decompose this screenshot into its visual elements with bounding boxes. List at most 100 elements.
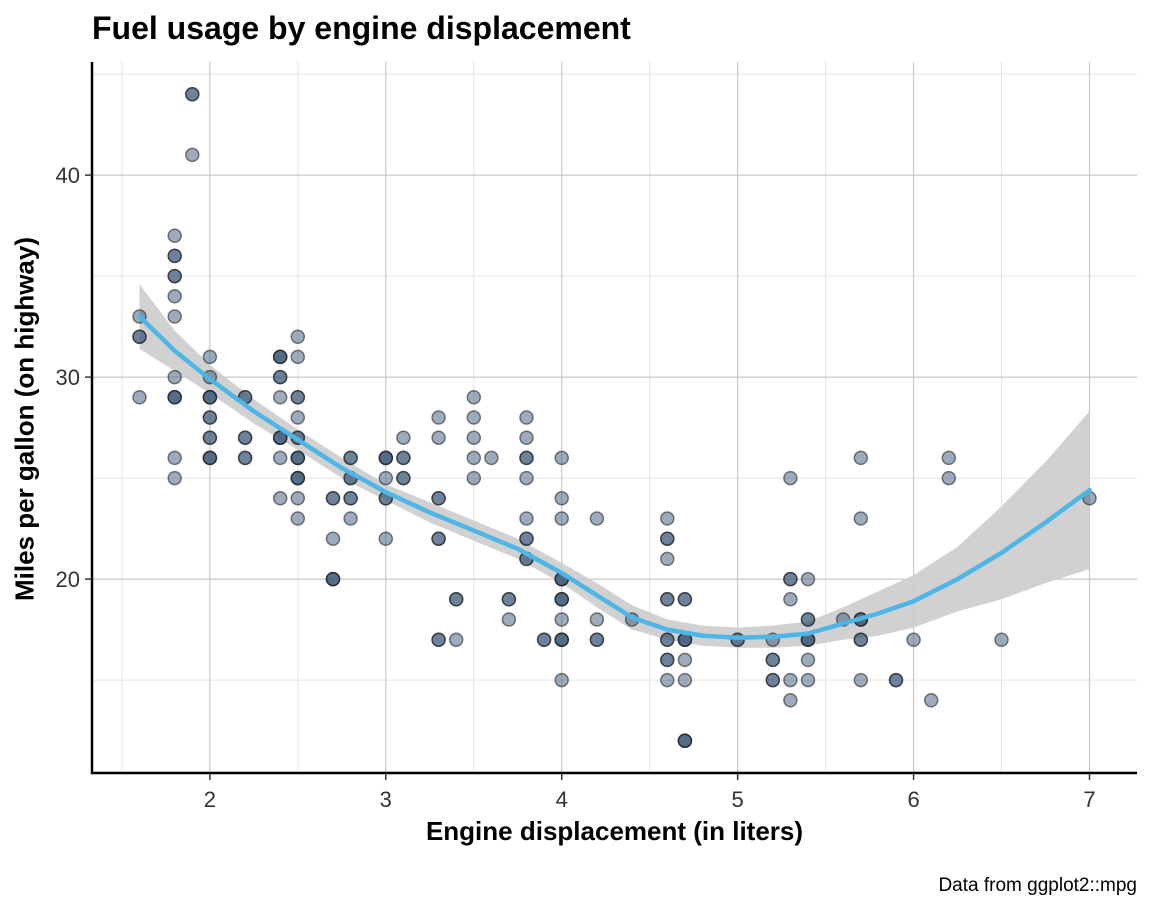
data-point <box>783 693 798 708</box>
data-point <box>466 390 482 405</box>
data-point <box>800 672 816 688</box>
data-point <box>378 470 394 486</box>
x-tick-label: 2 <box>204 787 216 812</box>
x-tick-label: 4 <box>556 787 568 812</box>
data-point <box>290 390 306 405</box>
data-point <box>589 632 605 647</box>
data-point <box>519 410 534 425</box>
data-point <box>554 672 569 688</box>
data-point <box>853 450 869 466</box>
data-point <box>167 470 182 486</box>
data-point <box>202 410 218 425</box>
data-point <box>448 592 464 607</box>
data-point <box>660 632 675 647</box>
data-point <box>888 672 904 688</box>
data-point <box>343 450 358 466</box>
data-point <box>290 470 306 486</box>
data-point <box>660 551 675 567</box>
data-point <box>396 470 411 486</box>
data-point <box>132 390 147 405</box>
data-point <box>343 511 358 526</box>
data-point <box>519 450 534 466</box>
data-point <box>167 289 182 304</box>
data-point <box>167 390 182 405</box>
x-axis-label: Engine displacement (in liters) <box>425 816 804 846</box>
data-point <box>660 531 675 546</box>
data-point <box>519 511 534 526</box>
data-point <box>378 531 394 546</box>
data-point <box>290 410 306 425</box>
data-point <box>941 470 957 486</box>
data-point <box>343 491 358 506</box>
data-point <box>800 571 816 587</box>
data-point <box>554 450 569 466</box>
data-point <box>167 268 182 284</box>
data-point <box>519 531 534 546</box>
chart-title: Fuel usage by engine displacement <box>92 10 631 46</box>
data-point <box>466 450 482 466</box>
data-point <box>431 632 446 647</box>
data-point <box>853 632 869 647</box>
confidence-band-layer <box>139 284 1090 648</box>
data-point <box>765 672 781 688</box>
data-point <box>554 592 569 607</box>
data-point <box>167 248 182 264</box>
data-point <box>554 612 569 627</box>
data-point <box>431 491 446 506</box>
y-tick-label: 40 <box>56 163 80 188</box>
data-point <box>484 450 499 466</box>
y-axis-label: Miles per gallon (on highway) <box>9 236 40 602</box>
data-point <box>431 531 446 546</box>
data-point <box>325 531 341 546</box>
data-point <box>677 733 693 748</box>
x-tick-label: 5 <box>732 787 744 812</box>
data-point <box>519 470 534 486</box>
data-point <box>501 612 517 627</box>
data-point <box>677 652 693 668</box>
data-point <box>167 450 182 466</box>
data-point <box>783 470 798 486</box>
data-point <box>448 632 464 647</box>
data-point <box>202 349 218 365</box>
data-point <box>906 632 921 647</box>
data-point <box>501 592 517 607</box>
data-point <box>941 450 957 466</box>
data-point <box>237 430 253 445</box>
data-point <box>431 430 446 445</box>
caption: Data from ggplot2::mpg <box>938 875 1137 896</box>
data-point <box>800 612 816 627</box>
data-point <box>783 672 798 688</box>
data-point <box>185 87 200 102</box>
data-point <box>202 450 218 466</box>
data-point <box>765 652 781 668</box>
axes <box>90 62 1137 775</box>
data-point <box>167 228 182 243</box>
data-point <box>396 450 411 466</box>
data-point <box>466 430 482 445</box>
data-point <box>325 571 341 587</box>
data-point <box>783 571 798 587</box>
data-point <box>677 592 693 607</box>
data-point <box>519 430 534 445</box>
data-point <box>237 450 253 466</box>
data-point <box>554 511 569 526</box>
smooth-line <box>137 314 1092 640</box>
data-point <box>378 450 394 466</box>
data-point <box>167 369 182 385</box>
x-tick-label: 7 <box>1083 787 1095 812</box>
data-point <box>554 632 569 647</box>
data-point <box>431 410 446 425</box>
data-point <box>290 491 306 506</box>
data-point <box>272 491 288 506</box>
x-tick-label: 3 <box>380 787 392 812</box>
data-point <box>660 592 675 607</box>
data-point <box>290 450 306 466</box>
data-point <box>466 470 482 486</box>
data-point <box>994 632 1009 647</box>
x-tick-label: 6 <box>907 787 919 812</box>
data-point <box>167 309 182 324</box>
data-point <box>589 612 605 627</box>
data-point <box>660 652 675 668</box>
data-point <box>783 592 798 607</box>
data-point <box>466 410 482 425</box>
